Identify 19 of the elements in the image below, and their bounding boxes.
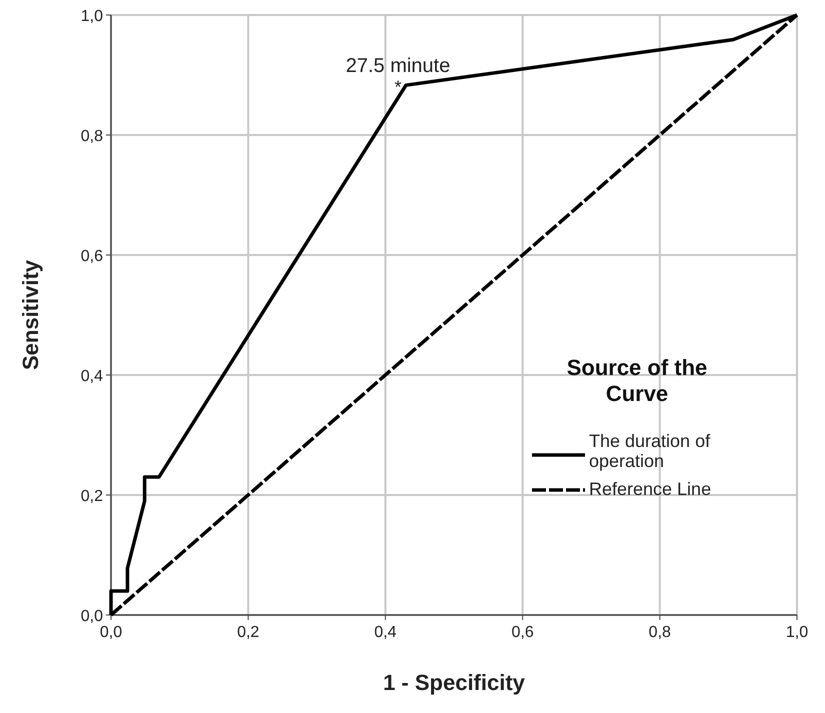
y-tick-label: 0,6 (80, 248, 104, 265)
y-tick-label: 0,8 (80, 128, 104, 145)
y-tick-label: 0,2 (80, 488, 104, 505)
x-tick-label: 0,4 (374, 624, 397, 641)
annotation: 27.5 minute (346, 55, 450, 78)
y-tick-label: 1,0 (80, 8, 104, 25)
x-axis-title: 1 - Specificity (383, 670, 526, 695)
x-tick-label: 0,0 (100, 624, 122, 641)
annotation: * (394, 77, 402, 98)
y-tick-label: 0,4 (80, 368, 104, 385)
x-tick-label: 0,8 (648, 624, 672, 641)
legend-label: The duration of operation (589, 431, 712, 471)
x-tick-label: 0,2 (237, 624, 260, 641)
legend-title: Source of the Curve (566, 355, 708, 406)
y-axis-title: Sensitivity (18, 259, 43, 370)
x-tick-label: 1,0 (786, 624, 808, 641)
y-tick-label: 0,0 (80, 608, 104, 625)
x-tick-label: 0,6 (511, 624, 534, 641)
legend-label: Reference Line (589, 479, 712, 499)
